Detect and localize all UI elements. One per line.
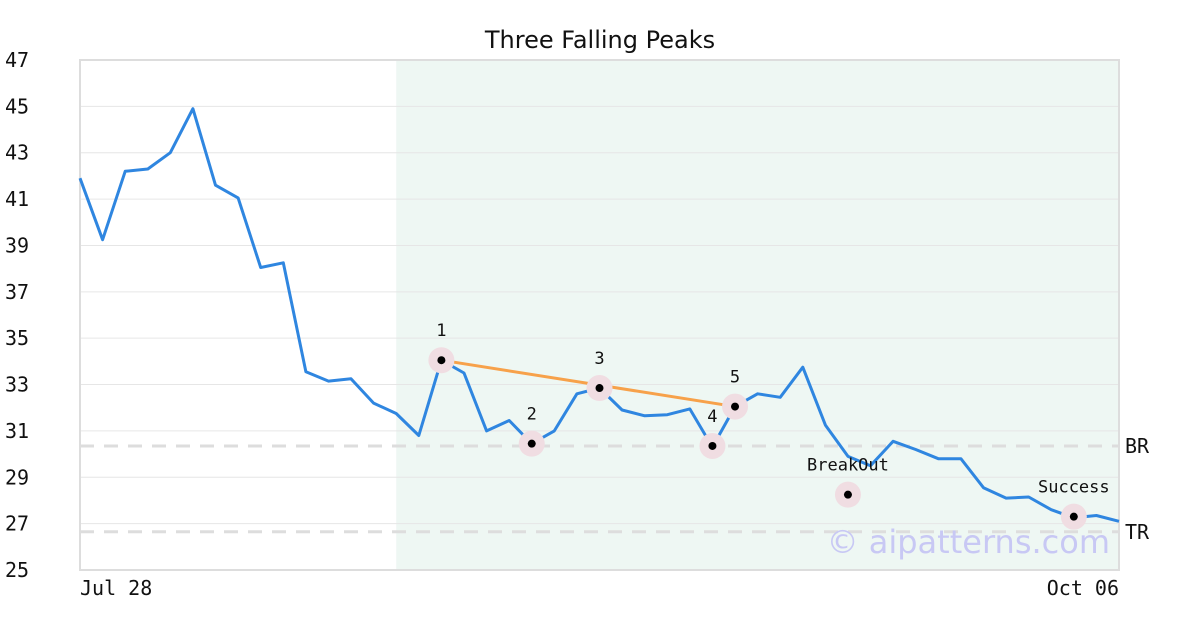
y-tick-label: 37 <box>5 280 29 304</box>
y-tick-label: 47 <box>5 48 29 72</box>
x-tick-label: Jul 28 <box>80 576 152 600</box>
marker-dot <box>595 384 604 393</box>
point-label: 4 <box>707 407 717 427</box>
y-tick-label: 27 <box>5 512 29 536</box>
pattern-point: Success <box>1038 478 1110 530</box>
point-label: BreakOut <box>807 456 889 476</box>
y-tick-label: 43 <box>5 141 29 165</box>
marker-dot <box>708 441 717 450</box>
y-tick-label: 35 <box>5 326 29 350</box>
marker-dot <box>437 356 446 365</box>
y-tick-label: 41 <box>5 187 29 211</box>
y-tick-label: 33 <box>5 373 29 397</box>
pattern-region <box>396 60 1119 570</box>
pattern-point: 1 <box>428 321 455 374</box>
chart-title: Three Falling Peaks <box>484 26 715 54</box>
y-axis-ticks: 25 27 29 31 33 35 37 39 41 43 45 47 <box>5 48 29 582</box>
point-label: 3 <box>594 349 604 369</box>
marker-dot <box>1069 512 1078 521</box>
pattern-point: BreakOut <box>807 456 889 508</box>
marker-dot <box>527 439 536 448</box>
pattern-point: 5 <box>722 368 749 420</box>
point-label: 1 <box>436 321 446 341</box>
point-label: Success <box>1038 478 1110 498</box>
pattern-point: 2 <box>518 405 545 457</box>
reference-lines: BR TR <box>80 434 1150 544</box>
y-tick-label: 39 <box>5 233 29 257</box>
y-tick-label: 45 <box>5 94 29 118</box>
marker-dot <box>731 402 740 411</box>
y-tick-label: 29 <box>5 465 29 489</box>
point-label: 5 <box>730 368 740 388</box>
x-tick-label: Oct 06 <box>1047 576 1119 600</box>
y-tick-label: 25 <box>5 558 29 582</box>
point-label: 2 <box>527 405 537 425</box>
plot-area-frame <box>79 59 1120 571</box>
pattern-point: 3 <box>586 349 613 402</box>
y-tick-label: 31 <box>5 419 29 443</box>
marker-dot <box>843 490 852 499</box>
x-axis-ticks: Jul 28 Oct 06 <box>80 576 1119 600</box>
reference-label: BR <box>1125 434 1150 458</box>
pattern-point: 4 <box>699 407 726 459</box>
pattern-annotations: 1 2 3 45 BreakOut Success <box>428 321 1110 530</box>
reference-label: TR <box>1125 520 1150 544</box>
watermark: © aipatterns.com <box>827 523 1110 561</box>
